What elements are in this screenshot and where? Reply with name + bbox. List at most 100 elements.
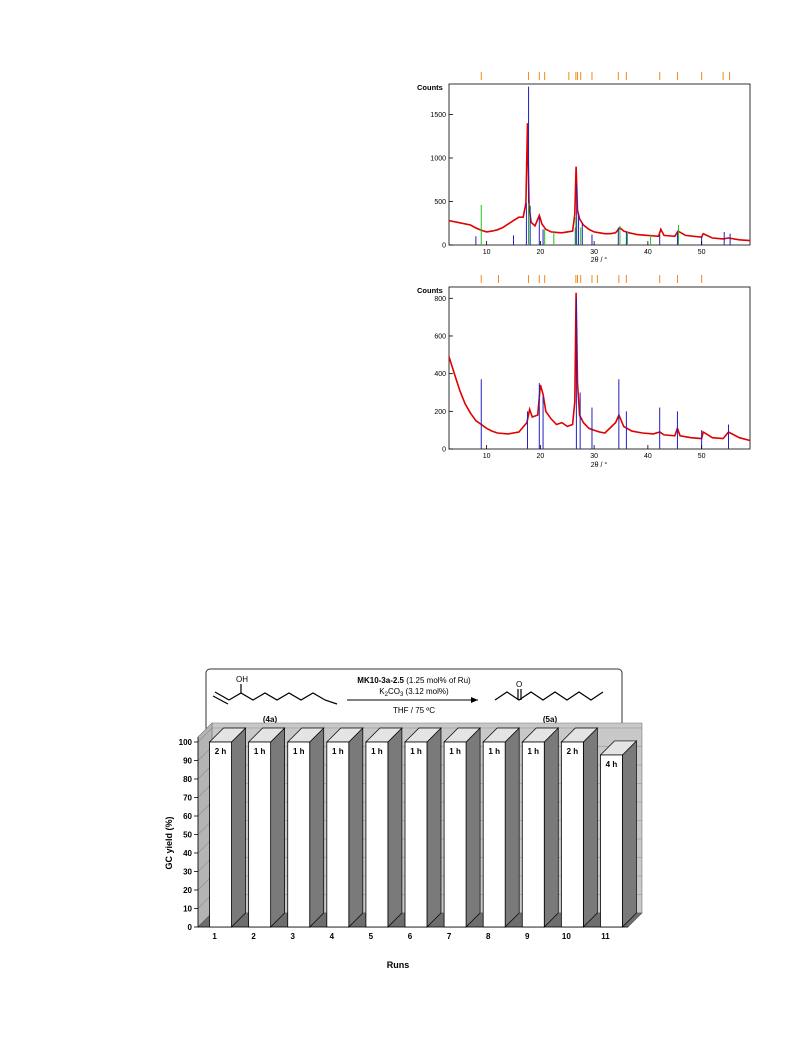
- plot-frame: [448, 286, 751, 450]
- bar: 4 h: [599, 740, 638, 928]
- reaction-conditions: MK10-3a-2.5 (1.25 mol% of Ru) K2CO3 (3.1…: [347, 676, 478, 715]
- y-tick-label: 20: [183, 886, 192, 895]
- x-tick-label: 6: [408, 932, 413, 941]
- x-tick-label: 30: [590, 249, 598, 256]
- x-axis-title: 2θ / °: [591, 256, 608, 264]
- x-tick-label: 2: [251, 932, 256, 941]
- x-tick-label: 20: [536, 249, 544, 256]
- gc-yield-chart: 0 10 20 30 40 50 60 70 80 90 100 2 h 1 h 1 h 1 h 1 h 1 …: [164, 722, 643, 970]
- x-tick-label: 11: [601, 932, 610, 941]
- x-ticks: 1 2 3 4 5 6 7 8 9 10 11: [212, 932, 610, 941]
- y-tick-label: 600: [434, 333, 446, 340]
- y-tick-label: 90: [183, 757, 192, 766]
- bar-data-label: 1 h: [371, 747, 383, 756]
- carbonyl-label: O: [516, 680, 522, 689]
- x-tick-label: 50: [698, 249, 706, 256]
- y-axis-title: Counts: [417, 83, 443, 92]
- reference-markers: [480, 275, 703, 283]
- bar-side: [231, 727, 246, 928]
- reaction-scheme: OH (4a) MK10-3a-2.5 (1.25 mol% of Ru) K2…: [205, 668, 623, 733]
- bar-data-label: 1 h: [332, 747, 344, 756]
- bar-front: [482, 741, 506, 928]
- bar: 1 h: [404, 727, 442, 928]
- y-tick-label: 800: [434, 296, 446, 303]
- catalyst-condition: MK10-3a-2.5 (1.25 mol% of Ru): [357, 676, 471, 685]
- x-tick-label: 1: [212, 932, 217, 941]
- bar: 1 h: [365, 727, 403, 928]
- x-tick-label: 40: [644, 453, 652, 460]
- xrd-plot-2: Counts 0 200 400 600 800 10 20 30 40 50 2θ / °: [417, 275, 751, 469]
- product-structure: O (5a): [494, 680, 604, 724]
- bar-data-label: 1 h: [410, 747, 422, 756]
- plot-frame: [448, 83, 751, 246]
- y-axis-title: GC yield (%): [164, 816, 174, 869]
- x-axis-title: Runs: [387, 960, 410, 970]
- reference-markers: [480, 72, 731, 80]
- hydroxyl-label: OH: [236, 675, 248, 684]
- x-tick-label: 10: [483, 249, 491, 256]
- bar: 1 h: [325, 727, 364, 928]
- y-tick-label: 30: [183, 868, 192, 877]
- y-tick-label: 60: [183, 812, 192, 821]
- series-line: [448, 292, 751, 442]
- bar-front: [326, 741, 350, 928]
- y-tick-label: 80: [183, 775, 192, 784]
- bar-side: [387, 727, 403, 928]
- x-tick-label: 3: [291, 932, 296, 941]
- y-tick-label: 400: [434, 371, 446, 378]
- x-tick-label: 5: [369, 932, 374, 941]
- x-ticks: 10 20 30 40 50: [483, 445, 706, 460]
- bar-front: [443, 741, 467, 928]
- x-axis-title: 2θ / °: [591, 461, 608, 469]
- bar-data-label: 1 h: [527, 747, 539, 756]
- bar-data-label: 4 h: [606, 760, 618, 769]
- bar: 1 h: [286, 727, 325, 928]
- y-tick-label: 1500: [430, 112, 446, 119]
- bar-data-label: 1 h: [293, 747, 305, 756]
- solvent-temperature: THF / 75 ºC: [393, 706, 435, 715]
- bar: 1 h: [247, 727, 286, 928]
- x-tick-label: 20: [536, 453, 544, 460]
- bar-data-label: 2 h: [215, 747, 227, 756]
- bar: 1 h: [482, 727, 521, 928]
- x-tick-label: 10: [562, 932, 571, 941]
- x-tick-label: 4: [330, 932, 335, 941]
- bar-side: [348, 727, 364, 928]
- y-tick-label: 40: [183, 849, 192, 858]
- base-condition: K2CO3 (3.12 mol%): [379, 687, 449, 698]
- bars: 2 h 1 h 1 h 1 h 1 h 1 h 1 h 1 h 1 h 2 h 4 h: [208, 727, 638, 928]
- bar-front: [521, 741, 545, 928]
- bar-data-label: 1 h: [254, 747, 266, 756]
- bar-front: [365, 741, 389, 928]
- y-tick-label: 10: [183, 905, 192, 914]
- series-group: [448, 86, 751, 245]
- y-tick-label: 50: [183, 831, 192, 840]
- bar-front: [287, 741, 311, 928]
- x-tick-label: 8: [486, 932, 491, 941]
- y-tick-label: 1000: [430, 155, 446, 162]
- xrd-plot-1: Counts 0 500 1000 1500 10 20 30 40 50 2θ / °: [417, 72, 751, 264]
- substrate-structure: OH (4a): [212, 675, 338, 724]
- bar: 1 h: [443, 727, 481, 928]
- bar-side: [465, 727, 481, 928]
- y-tick-label: 100: [179, 738, 193, 747]
- y-tick-label: 0: [442, 243, 446, 250]
- series-group: [448, 292, 751, 449]
- arrow-head-icon: [471, 697, 478, 703]
- series-line: [448, 123, 751, 242]
- bar-side: [426, 727, 442, 928]
- bar-front: [209, 741, 232, 928]
- substrate-label: (4a): [263, 715, 278, 724]
- x-tick-label: 40: [644, 249, 652, 256]
- y-tick-label: 500: [434, 199, 446, 206]
- bar: 2 h: [560, 727, 599, 928]
- bar-side: [543, 727, 559, 928]
- bar: 2 h: [208, 727, 247, 928]
- bar-front: [248, 741, 272, 928]
- bar-front: [600, 754, 623, 928]
- y-ticks: 0 500 1000 1500: [430, 112, 453, 250]
- y-ticks: 0 200 400 600 800: [434, 296, 453, 454]
- x-tick-label: 50: [698, 453, 706, 460]
- y-tick-label: 0: [188, 923, 193, 932]
- y-tick-label: 70: [183, 794, 192, 803]
